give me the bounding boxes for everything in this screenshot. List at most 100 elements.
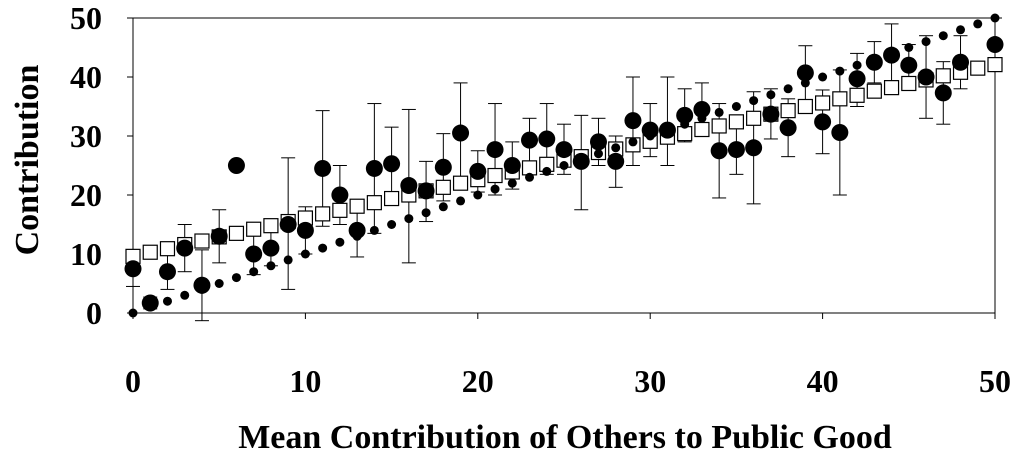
small-dot-point — [938, 31, 948, 41]
small-dot-point — [628, 137, 638, 147]
small-dot-point — [921, 37, 931, 47]
large-dot-point — [589, 133, 607, 151]
large-dot-point — [900, 56, 918, 74]
small-dot-point — [162, 296, 172, 306]
open-square-point — [694, 121, 710, 138]
open-square-point — [987, 57, 1003, 73]
large-dot-point — [296, 221, 314, 239]
small-dot-point — [973, 19, 983, 29]
open-square-point — [349, 198, 365, 214]
small-dot-point — [473, 190, 483, 200]
large-dot-point — [383, 155, 401, 173]
small-dot-point — [128, 308, 138, 318]
x-tick-label: 0 — [125, 363, 141, 399]
small-dot-point — [507, 178, 517, 188]
small-dot-point — [525, 172, 535, 182]
large-dot-point — [279, 216, 297, 233]
large-dot-point — [124, 260, 142, 278]
large-dot-point — [469, 162, 487, 180]
large-dot-point — [831, 123, 849, 141]
large-dot-point — [400, 177, 418, 195]
small-dot-point — [369, 225, 379, 235]
x-tick-label: 40 — [807, 363, 839, 399]
small-dot-point — [421, 208, 431, 218]
open-square-point — [901, 75, 917, 92]
large-dot-point — [314, 159, 332, 177]
large-dot-point — [710, 142, 728, 160]
y-tick-label: 20 — [70, 177, 102, 213]
large-dot-point — [555, 141, 573, 159]
small-dot-point — [231, 273, 241, 283]
large-dot-point — [917, 68, 935, 86]
large-dot-point — [952, 53, 970, 71]
large-dot-point — [245, 245, 263, 263]
large-dot-point — [176, 239, 194, 257]
large-dot-point — [814, 113, 832, 131]
large-dot-point — [796, 64, 814, 82]
large-dot-point — [883, 46, 901, 64]
small-dot-point — [266, 261, 276, 271]
large-dot-point — [521, 131, 539, 149]
open-square-point — [797, 98, 813, 115]
open-square-point — [521, 160, 538, 176]
large-dot-point — [365, 159, 383, 177]
large-dot-point — [262, 239, 280, 257]
large-dot-point — [434, 158, 452, 176]
small-dot-point — [214, 279, 224, 288]
small-dot-point — [490, 184, 500, 194]
small-dot-point — [956, 25, 966, 35]
open-square-point — [780, 103, 796, 119]
y-tick-label: 50 — [70, 0, 102, 36]
small-dot-point — [904, 43, 914, 52]
small-dot-point — [783, 84, 793, 94]
y-tick-label: 30 — [70, 118, 102, 154]
x-axis-title: Mean Contribution of Others to Public Go… — [238, 419, 892, 456]
large-dot-point — [641, 121, 659, 139]
large-dot-point — [693, 100, 711, 118]
small-dot-point — [749, 96, 759, 106]
large-dot-point — [607, 152, 625, 170]
open-square-point — [883, 80, 900, 96]
small-dot-point — [335, 237, 345, 247]
x-tick-label: 50 — [979, 363, 1011, 399]
large-dot-point — [538, 130, 556, 148]
large-dot-point — [486, 141, 504, 159]
open-square-point — [849, 87, 865, 103]
small-dot-point — [818, 72, 828, 82]
open-square-point — [711, 118, 727, 134]
open-square-point — [814, 95, 831, 111]
y-tick-label: 10 — [70, 236, 102, 272]
open-square-point — [228, 225, 245, 241]
small-dot-point — [593, 149, 603, 159]
small-dot-point — [990, 13, 1000, 23]
large-dot-point — [193, 276, 211, 294]
small-dot-point — [456, 196, 466, 206]
large-dot-point — [779, 119, 797, 137]
large-dot-point — [141, 294, 159, 312]
open-square-point — [159, 241, 176, 257]
y-tick-label: 0 — [86, 295, 102, 331]
open-square-point — [194, 233, 210, 249]
x-tick-label: 30 — [634, 363, 666, 399]
small-dot-point — [387, 220, 397, 229]
large-dot-point — [348, 221, 366, 239]
open-square-point — [970, 60, 986, 76]
large-dot-point — [452, 124, 470, 142]
open-square-point — [935, 68, 951, 84]
open-square-point — [366, 195, 382, 211]
large-dot-point — [210, 227, 228, 245]
open-square-point — [728, 114, 745, 130]
open-square-point — [384, 190, 400, 207]
small-dot-point — [766, 90, 776, 100]
open-square-point — [142, 244, 158, 260]
large-dot-point — [986, 36, 1004, 54]
large-dot-point — [331, 186, 349, 204]
x-tick-label: 10 — [289, 363, 321, 399]
large-dot-point — [572, 152, 590, 170]
open-square-point — [435, 179, 451, 195]
small-dot-point — [438, 202, 448, 212]
large-dot-point — [227, 157, 245, 174]
small-dot-point — [180, 290, 190, 300]
small-dot-point — [611, 143, 621, 153]
